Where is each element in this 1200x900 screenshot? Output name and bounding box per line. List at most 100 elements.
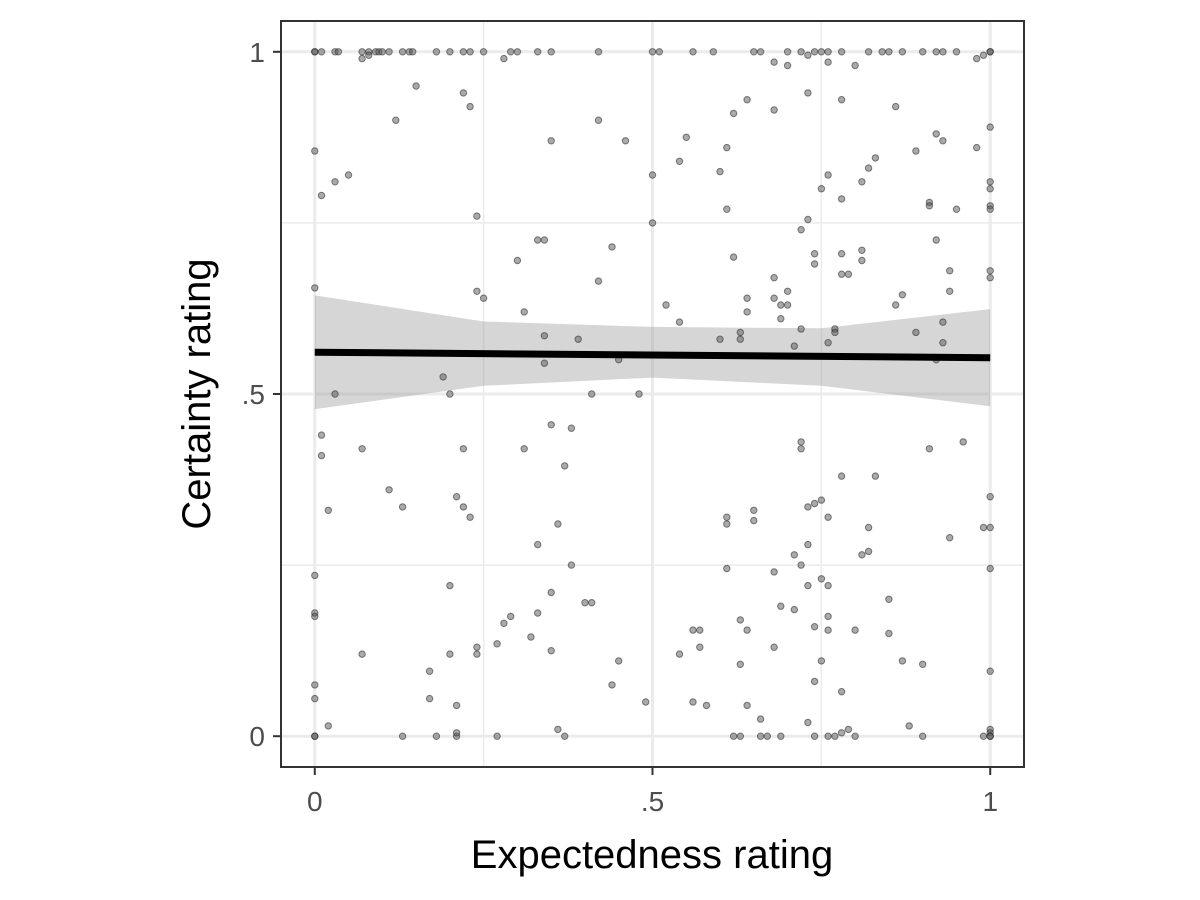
data-point: [770, 568, 778, 576]
data-point: [797, 48, 805, 56]
data-point: [378, 48, 386, 56]
data-point: [898, 657, 907, 665]
data-point: [777, 301, 785, 309]
data-point: [810, 623, 819, 631]
data-point: [925, 202, 934, 210]
y-axis-title: Certainty rating: [175, 258, 219, 529]
data-point: [750, 48, 758, 56]
data-point: [723, 513, 731, 521]
data-point: [837, 48, 846, 56]
data-point: [898, 48, 907, 56]
data-point: [790, 551, 798, 559]
data-point: [743, 294, 751, 302]
data-point: [358, 445, 366, 453]
data-point: [561, 732, 569, 740]
data-point: [729, 732, 738, 740]
data-point: [716, 167, 724, 176]
data-point: [655, 48, 663, 56]
data-point: [520, 445, 528, 453]
data-point: [804, 89, 812, 97]
data-point: [473, 212, 481, 220]
data-point: [567, 561, 576, 569]
data-point: [588, 390, 596, 398]
data-point: [723, 520, 731, 528]
data-point: [858, 256, 866, 265]
data-point: [837, 96, 846, 104]
data-point: [973, 143, 981, 152]
data-point: [878, 48, 886, 56]
data-point: [756, 732, 765, 740]
data-point: [824, 581, 832, 590]
data-point: [311, 681, 319, 689]
data-point: [635, 390, 643, 398]
data-point: [946, 287, 954, 295]
data-point: [317, 431, 326, 439]
data-point: [520, 308, 528, 316]
data-point: [885, 48, 893, 56]
data-point: [459, 445, 468, 453]
data-point: [858, 178, 866, 186]
data-point: [358, 48, 366, 56]
data-point: [479, 294, 488, 302]
data-point: [723, 205, 731, 213]
data-point: [797, 438, 805, 446]
data-point: [810, 677, 819, 686]
data-point: [473, 650, 481, 658]
data-point: [905, 722, 913, 730]
data-point: [439, 373, 447, 381]
data-point: [561, 462, 569, 470]
data-point: [358, 54, 366, 63]
data-point: [824, 513, 832, 521]
data-point: [385, 48, 393, 56]
data-point: [810, 48, 819, 56]
data-point: [858, 246, 866, 255]
data-point: [864, 48, 873, 56]
data-point: [425, 694, 434, 703]
data-point: [446, 581, 454, 590]
data-point: [831, 732, 839, 740]
data-point: [844, 725, 853, 734]
data-point: [912, 328, 920, 337]
data-point: [696, 626, 704, 634]
data-point: [824, 732, 832, 740]
data-point: [689, 698, 697, 706]
data-point: [507, 48, 515, 56]
data-point: [986, 493, 994, 501]
data-point: [925, 445, 934, 453]
data-point: [844, 270, 853, 278]
data-point: [864, 523, 873, 532]
y-tick-label: 0: [249, 721, 265, 752]
axis-ticks: 0 .5 1 0 .5 1: [242, 37, 998, 817]
data-point: [804, 540, 812, 549]
data-point: [540, 359, 549, 367]
data-point: [837, 472, 846, 480]
data-point: [898, 291, 907, 299]
data-point: [709, 48, 717, 56]
data-point: [986, 667, 994, 675]
data-point: [736, 732, 744, 740]
data-point: [797, 226, 805, 234]
data-point: [770, 294, 778, 302]
data-point: [979, 732, 988, 740]
data-point: [459, 48, 468, 56]
data-point: [311, 694, 319, 703]
data-point: [824, 339, 832, 347]
data-point: [871, 154, 880, 162]
data-point: [311, 612, 319, 621]
data-point: [817, 496, 826, 504]
data-point: [837, 688, 846, 696]
data-point: [986, 267, 994, 275]
x-tick-label: 1: [982, 786, 998, 817]
data-point: [986, 732, 994, 740]
data-point: [864, 164, 873, 172]
data-point: [723, 564, 731, 573]
data-point: [810, 499, 819, 508]
data-point: [615, 657, 623, 665]
data-point: [871, 472, 880, 480]
data-point: [432, 48, 441, 56]
data-point: [783, 48, 792, 56]
data-point: [682, 133, 690, 142]
data-point: [810, 260, 819, 268]
data-point: [311, 732, 319, 740]
